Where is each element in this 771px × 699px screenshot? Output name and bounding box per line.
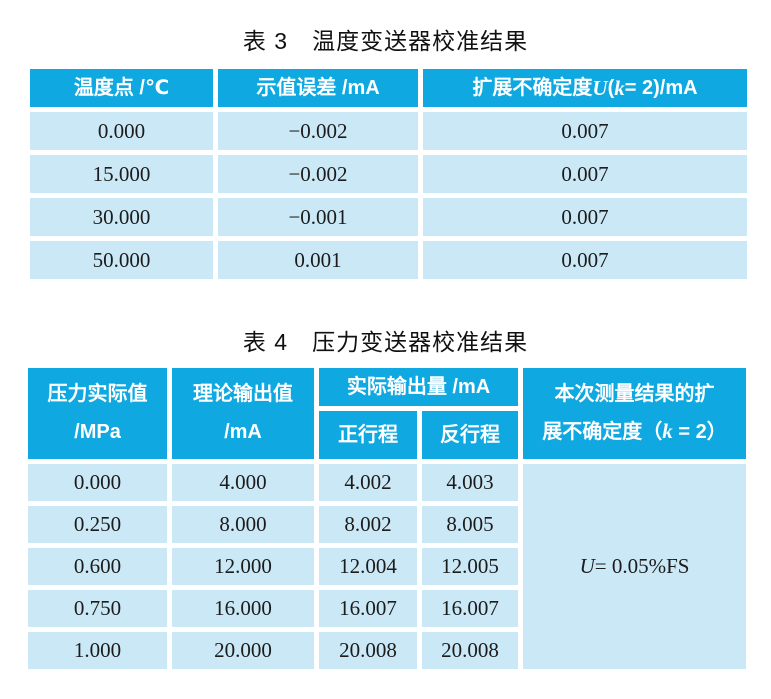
- table4-cell-r2-forward: 12.004: [319, 548, 417, 585]
- table4-cell-r1-pressure: 0.250: [28, 506, 167, 543]
- table4-header-theoretical-output-unit: /mA: [224, 420, 262, 443]
- table4-uncertainty-u-symbol: U: [579, 554, 595, 578]
- table4-cell-r3-forward: 16.007: [319, 590, 417, 627]
- table4-cell-r2-pressure: 0.600: [28, 548, 167, 585]
- table4-header-reverse-stroke-label: 反行程: [440, 423, 500, 446]
- table4-header-reverse-stroke: 反行程: [422, 411, 518, 459]
- table4-header-measurement-uncertainty-line2-prefix: 展不确定度（: [542, 421, 663, 444]
- table3-header-uncertainty-k: k: [614, 75, 625, 100]
- table3-cell-r1-error: −0.002: [218, 155, 418, 193]
- table4-header-forward-stroke-label: 正行程: [338, 423, 398, 446]
- page: 表 3 温度变送器校准结果 温度点 /℃ 示值误差 /mA 扩展不确定度 U (…: [0, 22, 771, 699]
- table3-cell-r3-temperature: 50.000: [30, 241, 213, 279]
- table4-cell-r0-forward: 4.002: [319, 464, 417, 501]
- table4-header-measurement-uncertainty-line2-rest: = 2）: [672, 421, 727, 444]
- table4-title: 表 4 压力变送器校准结果: [242, 329, 529, 355]
- table4-cell-r4-forward: 20.008: [319, 632, 417, 669]
- table3-cell-r1-temperature: 15.000: [30, 155, 213, 193]
- table3-cell-r3-uncertainty: 0.007: [423, 241, 747, 279]
- table4-header-measurement-uncertainty-line2: 展不确定度（k = 2）: [542, 419, 726, 444]
- table4-cell-r4-pressure: 1.000: [28, 632, 167, 669]
- table3-cell-r1-uncertainty: 0.007: [423, 155, 747, 193]
- table4-cell-r0-theoretical: 4.000: [172, 464, 314, 501]
- table4-cell-r4-reverse: 20.008: [422, 632, 518, 669]
- table4-uncertainty-value: = 0.05%FS: [594, 554, 690, 578]
- table4: 压力实际值 /MPa 理论输出值 /mA 实际输出量 /mA 正行程 反行程 本…: [28, 368, 746, 669]
- table4-cell-r1-reverse: 8.005: [422, 506, 518, 543]
- table4-header-measurement-uncertainty: 本次测量结果的扩 展不确定度（k = 2）: [523, 368, 746, 459]
- table4-cell-r3-reverse: 16.007: [422, 590, 518, 627]
- table4-cell-r0-pressure: 0.000: [28, 464, 167, 501]
- table4-header-measurement-uncertainty-k: k: [662, 419, 673, 444]
- table3-title: 表 3 温度变送器校准结果: [242, 28, 529, 54]
- table4-header-measurement-uncertainty-line1: 本次测量结果的扩: [554, 382, 715, 405]
- table3-cell-r3-error: 0.001: [218, 241, 418, 279]
- table3-header-temperature-label: 温度点 /℃: [73, 76, 170, 99]
- table3-header-uncertainty-rest: = 2)/mA: [624, 76, 698, 99]
- table4-cell-r3-pressure: 0.750: [28, 590, 167, 627]
- table4-header-forward-stroke: 正行程: [319, 411, 417, 459]
- table4-header-theoretical-output-line1: 理论输出值: [193, 383, 293, 406]
- table3-header-error-label: 示值误差 /mA: [256, 76, 380, 99]
- table4-cell-r1-forward: 8.002: [319, 506, 417, 543]
- table3-header-uncertainty-open-paren: (: [607, 76, 615, 99]
- table4-cell-r3-theoretical: 16.000: [172, 590, 314, 627]
- table4-cell-r2-theoretical: 12.000: [172, 548, 314, 585]
- table3: 温度点 /℃ 示值误差 /mA 扩展不确定度 U ( k = 2)/mA 0.0…: [30, 69, 747, 279]
- table3-header-uncertainty-prefix: 扩展不确定度: [472, 76, 593, 99]
- table4-header-actual-output-group: 实际输出量 /mA: [319, 368, 518, 406]
- table3-cell-r2-temperature: 30.000: [30, 198, 213, 236]
- table3-header-uncertainty-u: U: [592, 75, 608, 100]
- table4-cell-r2-reverse: 12.005: [422, 548, 518, 585]
- table4-header-actual-output-label: 实际输出量 /mA: [346, 375, 491, 398]
- table3-cell-r0-temperature: 0.000: [30, 112, 213, 150]
- table4-header-theoretical-output: 理论输出值 /mA: [172, 368, 314, 459]
- table4-header-pressure-actual-line1: 压力实际值: [47, 383, 148, 406]
- table3-cell-r2-uncertainty: 0.007: [423, 198, 747, 236]
- table3-header-error: 示值误差 /mA: [218, 69, 418, 107]
- table3-cell-r2-error: −0.001: [218, 198, 418, 236]
- table4-uncertainty-value-cell: U = 0.05%FS: [523, 464, 746, 669]
- table4-cell-r1-theoretical: 8.000: [172, 506, 314, 543]
- table3-cell-r0-uncertainty: 0.007: [423, 112, 747, 150]
- table3-header-temperature: 温度点 /℃: [30, 69, 213, 107]
- table4-header-pressure-actual: 压力实际值 /MPa: [28, 368, 167, 459]
- table4-cell-r4-theoretical: 20.000: [172, 632, 314, 669]
- table3-header-uncertainty: 扩展不确定度 U ( k = 2)/mA: [423, 69, 747, 107]
- table4-header-pressure-actual-unit: /MPa: [74, 420, 121, 443]
- table3-cell-r0-error: −0.002: [218, 112, 418, 150]
- table4-cell-r0-reverse: 4.003: [422, 464, 518, 501]
